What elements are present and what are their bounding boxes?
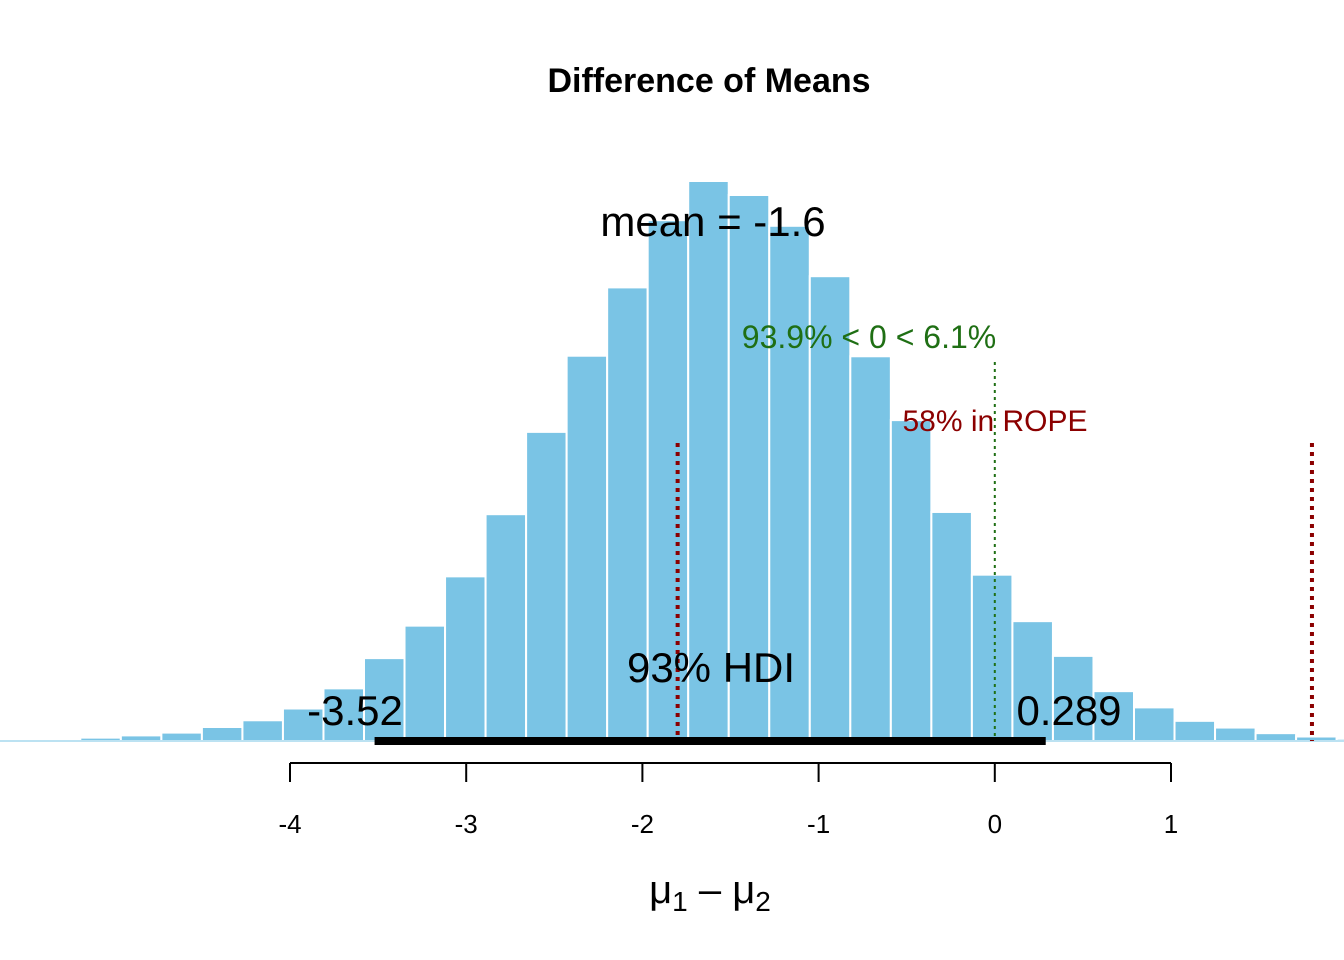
histogram-bar	[1254, 732, 1298, 742]
histogram-bar	[79, 736, 122, 743]
x-tick-label: -1	[807, 809, 830, 839]
hdi-lower-label: -3.52	[307, 687, 403, 734]
x-label-base-2: μ	[732, 868, 755, 912]
histogram-bar	[160, 731, 203, 742]
x-tick-label: 0	[988, 809, 1002, 839]
x-tick-label: -4	[278, 809, 301, 839]
histogram-bar	[565, 354, 609, 742]
x-axis-label: μ1 – μ2	[649, 868, 771, 917]
histogram-bar	[241, 719, 284, 743]
histogram-bar	[1295, 735, 1338, 743]
histogram-bar	[1173, 719, 1217, 743]
histogram-bar	[889, 419, 933, 742]
x-label-operator: –	[688, 868, 732, 912]
histogram-bar	[930, 510, 973, 742]
x-tick-label: -2	[631, 809, 654, 839]
histogram-bar	[727, 194, 771, 742]
histogram-bar	[1051, 654, 1095, 743]
hdi-upper-label: 0.289	[1016, 687, 1121, 734]
chart-title: Difference of Means	[547, 62, 870, 100]
histogram-bar	[849, 355, 892, 742]
x-label-subscript-2: 2	[755, 886, 771, 917]
x-label-base-1: μ	[649, 868, 672, 912]
histogram-bar	[444, 575, 487, 742]
histogram-bar	[525, 430, 568, 742]
histogram-bar	[1132, 706, 1176, 743]
x-label-subscript-1: 1	[672, 886, 688, 917]
comparison-annotation: 93.9% < 0 < 6.1%	[742, 319, 996, 355]
rope-annotation: 58% in ROPE	[902, 405, 1087, 438]
hdi-annotation: 93% HDI	[627, 644, 795, 691]
histogram-bar	[281, 707, 325, 743]
x-tick-label: -3	[455, 809, 478, 839]
histogram-bar	[403, 624, 447, 743]
histogram-bar	[606, 286, 649, 742]
histogram-bar	[200, 726, 244, 742]
histogram-bar	[119, 734, 163, 743]
histogram-bar	[1335, 737, 1344, 743]
histogram-bar	[646, 219, 690, 742]
mean-annotation: mean = -1.6	[600, 198, 825, 245]
x-axis: -4 -3 -2 -1 0 1	[278, 762, 1178, 839]
histogram-bar	[970, 573, 1014, 742]
x-tick-label: 1	[1164, 809, 1178, 839]
histogram-bar	[1214, 726, 1257, 742]
histogram-bar	[484, 513, 528, 743]
